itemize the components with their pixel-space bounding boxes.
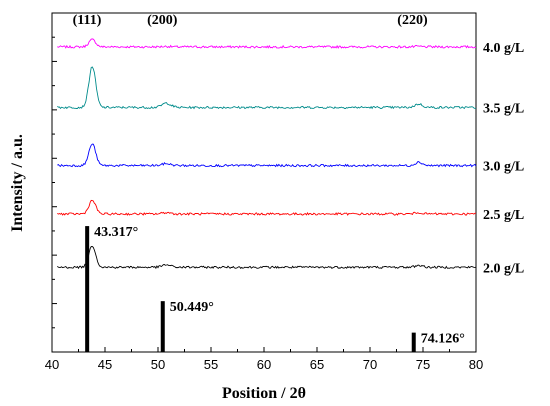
plot-area: 4.0 g/L 3.5 g/L 3.0 g/L 2.5 g/L 2.0 g/L (111)… — [57, 13, 524, 352]
x-axis-label: Position / 2θ — [222, 385, 306, 402]
x-tick-label: 40 — [45, 357, 59, 372]
series-label: 3.5 g/L — [483, 101, 524, 116]
x-tick-label: 70 — [363, 357, 377, 372]
reference-label: 74.126° — [421, 332, 465, 347]
series-line — [57, 246, 477, 270]
peak-label: (111) — [73, 13, 102, 28]
x-tick-label: 50 — [151, 357, 165, 372]
series-line — [57, 38, 477, 49]
reference-label: 43.317° — [94, 225, 138, 240]
reference-bar — [85, 226, 90, 352]
series-label: 3.0 g/L — [483, 160, 524, 175]
reference-bar — [411, 332, 416, 352]
series-line — [57, 66, 477, 110]
x-tick-label: 60 — [257, 357, 271, 372]
reference-bar — [160, 301, 165, 352]
axes: 40 45 50 55 60 65 70 75 80 — [45, 12, 483, 372]
x-tick-label: 65 — [310, 357, 324, 372]
series-label: 4.0 g/L — [483, 41, 524, 56]
series-label: 2.0 g/L — [483, 261, 524, 276]
reference-label: 50.449° — [170, 300, 214, 315]
series-label: 2.5 g/L — [483, 208, 524, 223]
series-line — [57, 199, 477, 216]
x-tick-label: 45 — [98, 357, 112, 372]
plot-frame — [51, 12, 477, 353]
series-line — [57, 143, 477, 168]
x-tick-label: 80 — [469, 357, 483, 372]
peak-label: (200) — [147, 13, 178, 28]
x-tick-label: 75 — [416, 357, 430, 372]
peak-label: (220) — [397, 13, 428, 28]
x-tick-label: 55 — [204, 357, 218, 372]
y-axis-label: Intensity / a.u. — [9, 134, 26, 232]
